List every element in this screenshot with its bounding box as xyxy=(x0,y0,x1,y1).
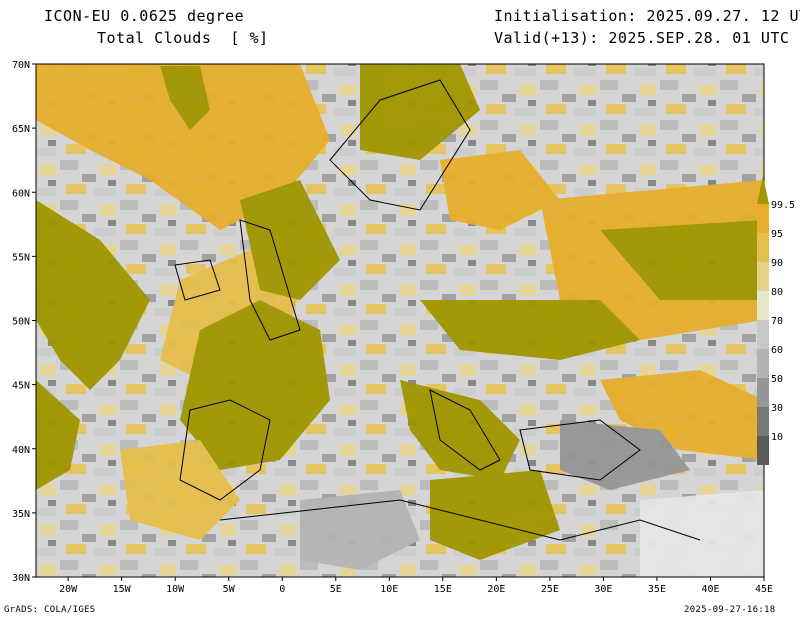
lon-label: 40E xyxy=(701,584,719,595)
lon-label: 30E xyxy=(594,584,612,595)
lat-label: 55N xyxy=(12,252,30,263)
lon-label: 15E xyxy=(434,584,452,595)
lat-label: 30N xyxy=(12,573,30,584)
legend-label: 30 xyxy=(771,403,783,414)
lat-label: 50N xyxy=(12,317,30,328)
legend-swatch xyxy=(757,204,769,233)
lon-label: 20E xyxy=(487,584,505,595)
lon-label: 10W xyxy=(166,584,185,595)
lat-label: 40N xyxy=(12,445,30,456)
legend-swatch xyxy=(757,349,769,378)
lon-label: 45E xyxy=(755,584,773,595)
legend-label: 50 xyxy=(771,374,783,385)
lon-label: 5W xyxy=(223,584,236,595)
lon-label: 15W xyxy=(113,584,132,595)
longitude-axis: 20W 15W 10W 5W 0 5E 10E 15E 20E 25E 30E 35E 40E 45E xyxy=(59,577,773,595)
coastlines xyxy=(174,79,701,541)
legend-label: 95 xyxy=(771,229,783,240)
lat-label: 60N xyxy=(12,188,30,199)
legend-label: 80 xyxy=(771,287,783,298)
footer-credit: GrADS: COLA/IGES xyxy=(4,605,96,615)
legend-label: 90 xyxy=(771,258,783,269)
lon-label: 35E xyxy=(648,584,666,595)
lon-label: 25E xyxy=(541,584,559,595)
legend-swatch xyxy=(757,233,769,262)
legend-swatch xyxy=(757,320,769,349)
lon-label: 10E xyxy=(380,584,398,595)
legend-label: 99.5 xyxy=(771,200,795,211)
lon-label: 0 xyxy=(279,584,285,595)
cloud-field xyxy=(36,64,764,577)
legend-swatch xyxy=(757,291,769,320)
footer-timestamp: 2025-09-27-16:18 xyxy=(684,605,776,615)
color-legend: 99.5 95 90 80 70 60 50 30 10 xyxy=(757,176,795,465)
lat-label: 70N xyxy=(12,60,30,71)
latitude-axis: 70N 65N 60N 55N 50N 45N 40N 35N 30N xyxy=(12,60,36,584)
legend-label: 70 xyxy=(771,316,783,327)
legend-arrow xyxy=(757,176,769,204)
field-title: Total Clouds [ %] xyxy=(97,29,269,47)
legend-swatch xyxy=(757,407,769,436)
lon-label: 20W xyxy=(59,584,78,595)
lat-label: 65N xyxy=(12,124,30,135)
legend-label: 60 xyxy=(771,345,783,356)
legend-label: 10 xyxy=(771,432,783,443)
init-time: Initialisation: 2025.09.27. 12 UTC xyxy=(494,7,800,25)
legend-swatch xyxy=(757,378,769,407)
model-title: ICON-EU 0.0625 degree xyxy=(44,7,245,25)
legend-swatch xyxy=(757,436,769,465)
lon-label: 5E xyxy=(330,584,342,595)
lat-label: 45N xyxy=(12,381,30,392)
legend-swatch xyxy=(757,262,769,291)
lat-label: 35N xyxy=(12,509,30,520)
valid-time: Valid(+13): 2025.SEP.28. 01 UTC xyxy=(494,29,790,47)
